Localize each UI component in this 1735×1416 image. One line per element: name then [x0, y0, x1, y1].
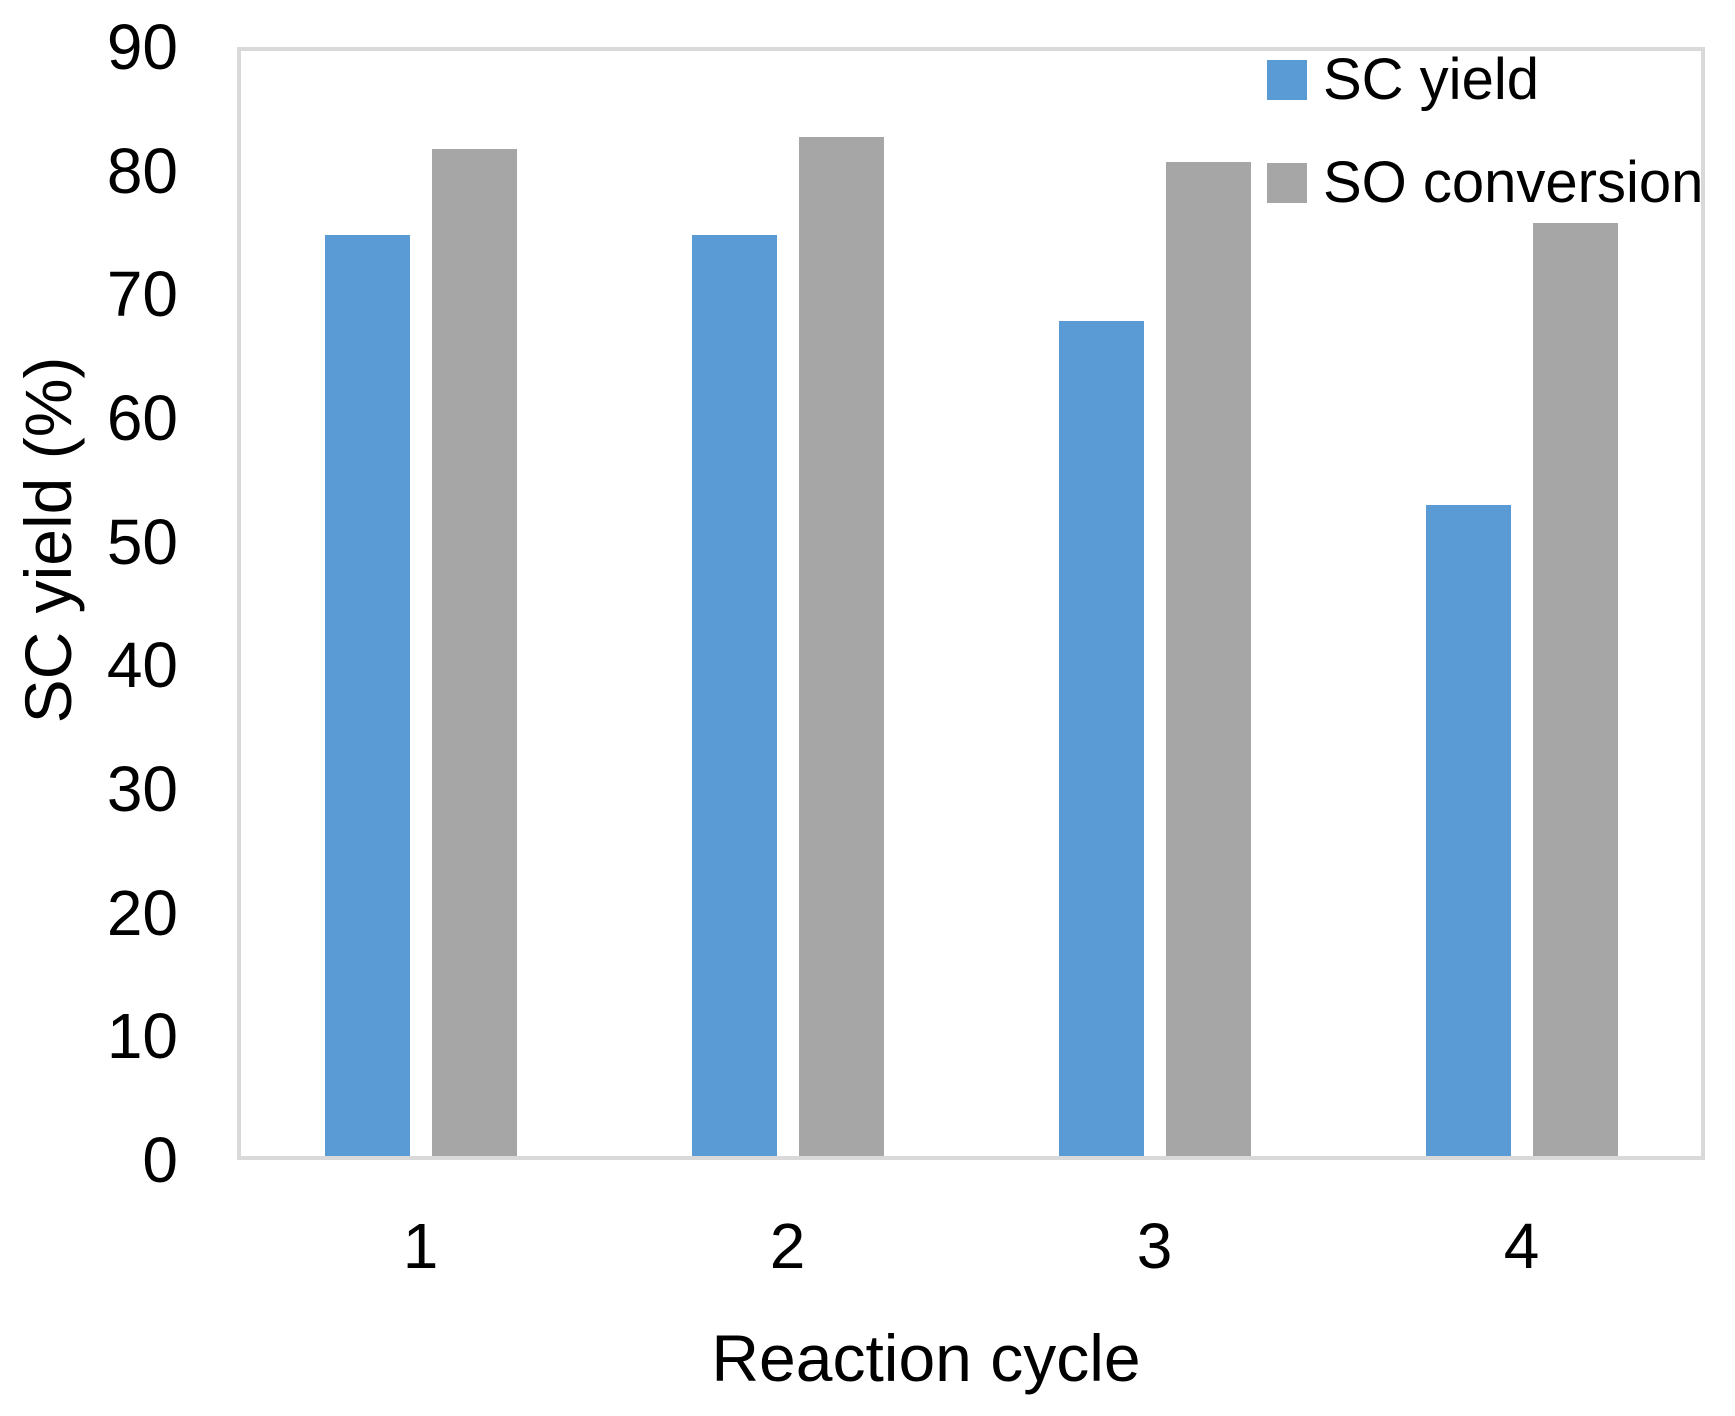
bar-sc-yield-cycle-1 [324, 235, 410, 1156]
bar-sc-yield-cycle-2 [691, 235, 777, 1156]
y-tick-label-80: 80 [106, 134, 178, 207]
x-tick-label-1: 1 [402, 1210, 439, 1282]
y-tick-label-60: 60 [106, 382, 178, 454]
y-tick-label-10: 10 [106, 1000, 178, 1073]
y-tick-label-90: 90 [106, 11, 178, 83]
y-tick-label-70: 70 [106, 258, 178, 331]
y-tick-label-20: 20 [106, 876, 178, 949]
bar-so-conversion-cycle-3 [1165, 161, 1251, 1156]
bar-so-conversion-cycle-4 [1532, 222, 1618, 1156]
y-tick-label-50: 50 [106, 505, 178, 578]
bar-so-conversion-cycle-2 [798, 136, 884, 1156]
bar-so-conversion-cycle-1 [431, 149, 517, 1156]
legend-label: SC yield [1323, 47, 1539, 112]
legend: SC yield SO conversion [1267, 47, 1704, 266]
legend-item-so-conversion: SO conversion [1267, 150, 1704, 215]
x-tick-label-3: 3 [1136, 1210, 1173, 1282]
legend-swatch-icon [1267, 163, 1307, 203]
legend-swatch-icon [1267, 60, 1307, 100]
y-tick-label-0: 0 [142, 1124, 178, 1196]
bar-sc-yield-cycle-4 [1425, 505, 1511, 1156]
bar-sc-yield-cycle-3 [1058, 321, 1144, 1156]
x-tick-label-2: 2 [769, 1210, 806, 1282]
legend-item-sc-yield: SC yield [1267, 47, 1703, 112]
x-tick-label-4: 4 [1503, 1210, 1540, 1282]
plot-area: SC yield SO conversion [237, 47, 1705, 1160]
legend-label: SO conversion [1323, 150, 1704, 215]
y-tick-label-40: 40 [106, 629, 178, 702]
x-axis-title: Reaction cycle [711, 1321, 1141, 1395]
y-tick-label-30: 30 [106, 753, 178, 825]
